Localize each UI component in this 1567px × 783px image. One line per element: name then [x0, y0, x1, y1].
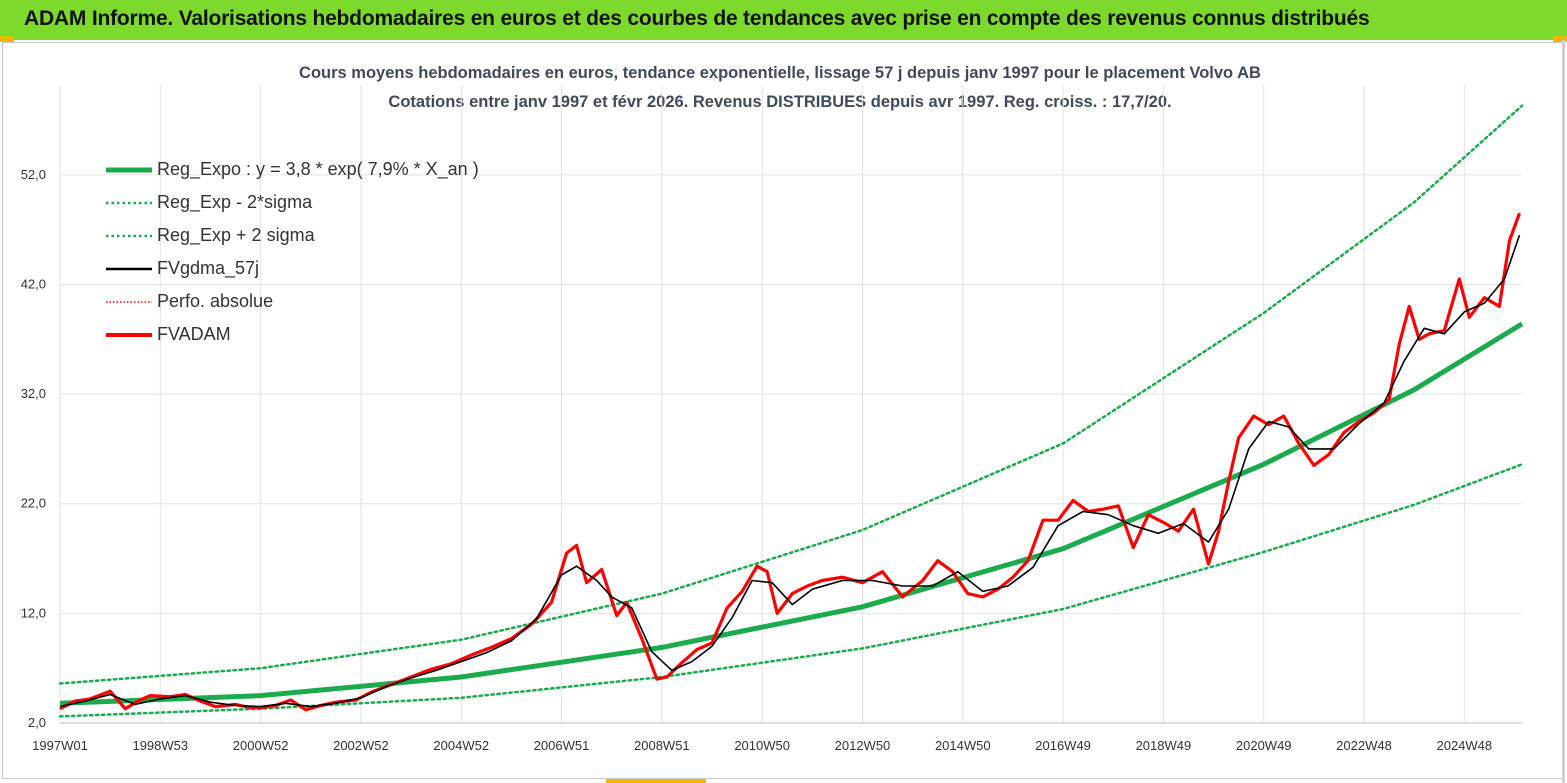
y-tick-label: 32,0 — [21, 386, 46, 401]
legend-label-reg-expo: Reg_Expo : y = 3,8 * exp( 7,9% * X_an ) — [157, 159, 479, 179]
header-banner: ADAM Informe. Valorisations hebdomadaire… — [0, 0, 1567, 40]
x-tick-label: 2002W52 — [333, 738, 389, 753]
chart-subtitle: Cotations entre janv 1997 et févr 2026. … — [388, 93, 1172, 111]
legend-label-minus-2sigma: Reg_Exp - 2*sigma — [157, 192, 313, 212]
series-fvgdma — [59, 234, 1521, 708]
legend-swatch-reg-expo — [106, 167, 152, 172]
x-tick-label: 1998W53 — [132, 738, 188, 753]
y-tick-label: 52,0 — [21, 167, 46, 182]
banner-title: ADAM Informe. Valorisations hebdomadaire… — [24, 7, 1370, 30]
chart-scroll-edge — [1562, 40, 1565, 783]
banner-corner-left — [0, 36, 14, 42]
series-fvadam — [59, 212, 1522, 712]
x-tick-label: 2004W52 — [433, 738, 489, 753]
y-tick-label: 12,0 — [21, 605, 46, 620]
x-tick-label: 2008W51 — [634, 738, 690, 753]
y-tick-label: 42,0 — [21, 276, 46, 291]
legend-item-plus-2sigma: Reg_Exp + 2 sigma — [106, 219, 479, 252]
legend-swatch-fvgdma — [106, 267, 152, 270]
x-tick-label: 2016W49 — [1035, 738, 1091, 753]
x-tick-label: 2020W49 — [1236, 738, 1292, 753]
legend-swatch-perfo — [106, 300, 152, 303]
x-tick-label: 2022W48 — [1336, 738, 1392, 753]
banner-corner-right — [1553, 36, 1567, 42]
legend-item-fvadam: FVADAM — [106, 318, 479, 351]
y-tick-label: 2,0 — [28, 715, 46, 730]
legend-swatch-plus-2sigma — [106, 234, 152, 237]
legend-item-perfo: Perfo. absolue — [106, 285, 479, 318]
legend-label-perfo: Perfo. absolue — [157, 291, 274, 311]
y-tick-label: 22,0 — [21, 496, 46, 511]
x-tick-label: 2010W50 — [734, 738, 790, 753]
x-tick-label: 2000W52 — [233, 738, 289, 753]
legend-item-reg-expo: Reg_Expo : y = 3,8 * exp( 7,9% * X_an ) — [106, 153, 479, 186]
legend-label-fvadam: FVADAM — [157, 324, 231, 344]
chart-series — [58, 104, 1524, 718]
legend-item-fvgdma: FVgdma_57j — [106, 252, 479, 285]
y-axis-ticks: 2,0 12,0 22,0 32,0 42,0 52,0 — [21, 167, 46, 730]
x-tick-label: 1997W01 — [32, 738, 88, 753]
chart-grid — [59, 85, 1522, 724]
x-tick-label: 2014W50 — [935, 738, 991, 753]
x-tick-label: 2006W51 — [534, 738, 590, 753]
x-tick-label: 2024W48 — [1436, 738, 1492, 753]
legend-swatch-fvadam — [106, 332, 152, 337]
legend-item-minus-2sigma: Reg_Exp - 2*sigma — [106, 186, 479, 219]
x-tick-label: 2012W50 — [835, 738, 891, 753]
x-axis-ticks: 1997W01 1998W53 2000W52 2002W52 2004W52 2006W… — [32, 738, 1492, 753]
legend-label-fvgdma: FVgdma_57j — [157, 258, 260, 278]
chart-title: Cours moyens hebdomadaires en euros, ten… — [299, 64, 1261, 82]
legend-label-plus-2sigma: Reg_Exp + 2 sigma — [157, 225, 315, 245]
chart-legend: Reg_Expo : y = 3,8 * exp( 7,9% * X_an ) … — [106, 153, 479, 351]
legend-swatch-minus-2sigma — [106, 201, 152, 204]
series-minus-2sigma — [58, 463, 1524, 718]
x-tick-label: 2018W49 — [1136, 738, 1192, 753]
chart-bottom-marker — [606, 779, 706, 783]
series-reg-expo — [59, 321, 1524, 706]
